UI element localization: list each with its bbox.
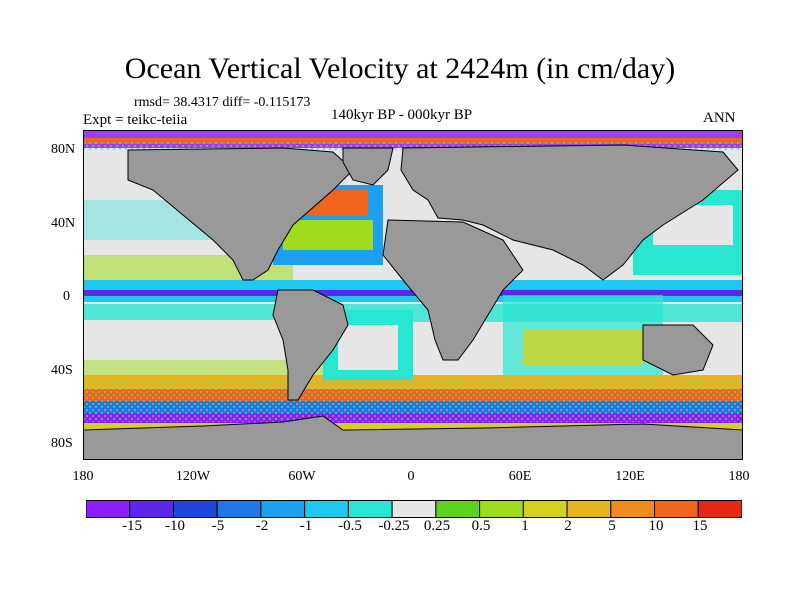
colorbar-swatch	[86, 500, 131, 518]
colorbar-swatch	[216, 500, 262, 518]
land-greenland	[342, 147, 394, 186]
colorbar-label: -10	[165, 518, 185, 534]
colorbar-swatch	[129, 500, 174, 518]
map-frame	[83, 130, 743, 460]
season-label: ANN	[703, 110, 736, 126]
land-eurasia	[400, 144, 739, 281]
colorbar-swatch	[391, 500, 437, 518]
lon-label-180w: 180	[72, 469, 94, 484]
colorbar-label: -0.5	[338, 518, 362, 534]
colorbar-label: 0.25	[423, 518, 451, 534]
lon-label-120e: 120E	[615, 469, 645, 484]
colorbar-label: -5	[211, 518, 225, 534]
lon-label-0: 0	[407, 469, 415, 484]
lon-label-60w: 60W	[288, 469, 316, 484]
lat-label-0: 0	[63, 289, 70, 304]
map-title: Ocean Vertical Velocity at 2424m (in cm/…	[124, 52, 676, 85]
land-masses	[83, 144, 743, 460]
colorbar-swatch	[260, 500, 306, 518]
colorbar-swatch	[479, 500, 524, 518]
colorbar-swatch	[610, 500, 656, 518]
experiment-label: Expt = teikc-teiia	[83, 112, 188, 128]
colorbar-label: -2	[255, 518, 269, 534]
colorbar-label: -0.25	[378, 518, 410, 534]
land-africa	[382, 219, 524, 361]
colorbar-swatch	[566, 500, 612, 518]
lat-label-40s: 40S	[51, 363, 73, 378]
colorbar-label: 5	[608, 518, 616, 534]
colorbar	[86, 500, 742, 518]
colorbar-label: 0.5	[471, 518, 491, 534]
colorbar-swatch	[304, 500, 349, 518]
land-australia	[642, 324, 714, 376]
colorbar-swatch	[654, 500, 699, 518]
period-label: 140kyr BP - 000kyr BP	[331, 107, 473, 123]
colorbar-label: 2	[564, 518, 572, 534]
colorbar-label: 15	[692, 518, 708, 534]
colorbar-label: 10	[648, 518, 664, 534]
lat-label-40n: 40N	[51, 216, 76, 231]
lon-label-60e: 60E	[508, 469, 532, 484]
colorbar-label: -15	[122, 518, 142, 534]
stats-text: rmsd= 38.4317 diff= -0.115173	[134, 95, 311, 110]
lon-label-180e: 180	[728, 469, 750, 484]
lon-label-120w: 120W	[175, 469, 211, 484]
colorbar-swatch	[697, 500, 742, 518]
land-south-america	[272, 289, 349, 401]
land-antarctica	[83, 415, 743, 460]
colorbar-swatch	[522, 500, 568, 518]
ocean-velocity-map	[83, 130, 743, 460]
lat-label-80s: 80S	[51, 436, 73, 451]
colorbar-label: 1	[521, 518, 529, 534]
colorbar-label: -1	[299, 518, 313, 534]
colorbar-swatch	[172, 500, 218, 518]
colorbar-swatch	[435, 500, 481, 518]
colorbar-swatch	[347, 500, 393, 518]
lat-label-80n: 80N	[51, 142, 76, 157]
